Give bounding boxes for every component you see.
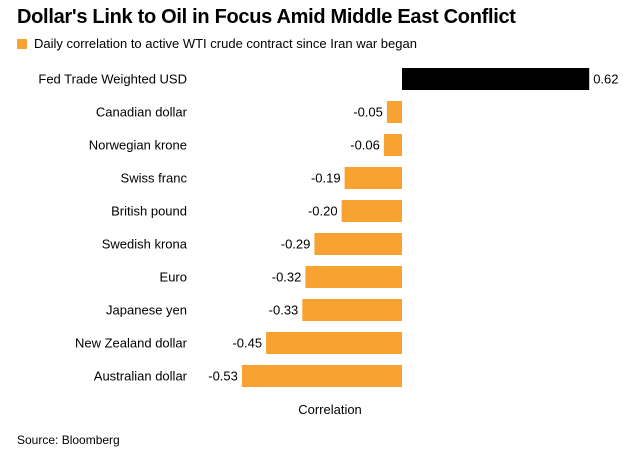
bar-4 — [341, 200, 402, 222]
legend: Daily correlation to active WTI crude co… — [17, 36, 417, 51]
category-label: Swedish krona — [102, 237, 188, 252]
category-label: Norwegian krone — [89, 138, 187, 153]
bar-8 — [266, 332, 402, 354]
value-label: -0.06 — [350, 138, 380, 153]
bar-5 — [314, 233, 402, 255]
category-label: Fed Trade Weighted USD — [38, 72, 187, 87]
bar-6 — [305, 266, 402, 288]
value-label: -0.20 — [308, 204, 338, 219]
category-label: Euro — [160, 270, 187, 285]
bar-2 — [383, 134, 402, 156]
bar-7 — [302, 299, 402, 321]
category-label: New Zealand dollar — [75, 336, 188, 351]
legend-swatch — [17, 38, 27, 49]
bar-3 — [344, 167, 402, 189]
x-axis-label: Correlation — [298, 402, 362, 417]
legend-label: Daily correlation to active WTI crude co… — [34, 36, 417, 51]
value-label: -0.05 — [353, 105, 383, 120]
value-label: -0.32 — [272, 270, 302, 285]
bar-9 — [241, 365, 402, 387]
value-label: -0.33 — [269, 303, 299, 318]
category-label: Swiss franc — [121, 171, 188, 186]
value-label: -0.53 — [208, 369, 238, 384]
chart-title: Dollar's Link to Oil in Focus Amid Middl… — [17, 6, 516, 28]
source-note: Source: Bloomberg — [17, 433, 120, 447]
value-label: -0.29 — [281, 237, 311, 252]
value-label: -0.45 — [232, 336, 262, 351]
category-label: Canadian dollar — [96, 105, 188, 120]
category-label: Japanese yen — [106, 303, 187, 318]
bar-1 — [386, 101, 402, 123]
value-label: 0.62 — [593, 72, 618, 87]
value-label: -0.19 — [311, 171, 341, 186]
bar-0 — [402, 68, 590, 90]
category-label: British pound — [111, 204, 187, 219]
category-label: Australian dollar — [94, 369, 188, 384]
